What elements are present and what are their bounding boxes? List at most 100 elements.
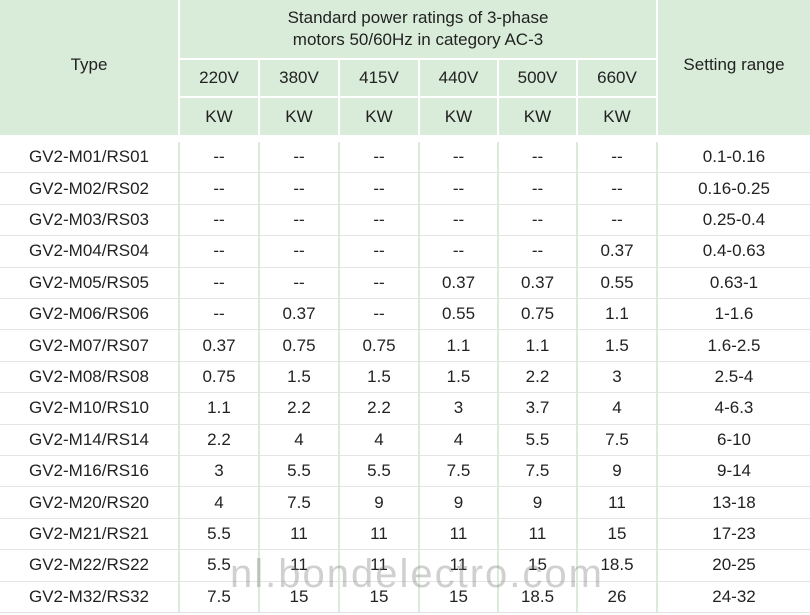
cell: 24-32 (658, 582, 810, 613)
cell: 2.2 (260, 393, 340, 425)
cell: 7.5 (578, 424, 658, 456)
cell: 4 (260, 424, 340, 456)
cell: -- (180, 236, 260, 268)
cell: 4 (340, 424, 420, 456)
cell: -- (260, 142, 340, 174)
cell: GV2-M01/RS01 (0, 142, 180, 174)
cell: 0.16-0.25 (658, 173, 810, 205)
cell: 5.5 (180, 550, 260, 582)
unit: KW (578, 98, 656, 135)
cell: 2.2 (499, 361, 578, 394)
cell: 7.5 (420, 456, 499, 488)
cell: 0.37 (499, 267, 578, 299)
cell: 18.5 (499, 581, 578, 613)
cell: 15 (499, 550, 578, 582)
cell: 20-25 (658, 550, 810, 582)
cell: GV2-M14/RS14 (0, 424, 180, 456)
cell: 11 (578, 487, 658, 519)
unit: KW (340, 98, 418, 135)
cell: 15 (420, 581, 499, 613)
cell: -- (180, 204, 260, 237)
setting-range-header: Setting range (658, 0, 810, 135)
cell: -- (340, 204, 420, 237)
cell: 0.75 (260, 330, 340, 362)
cell: 0.25-0.4 (658, 205, 810, 237)
cell: 11 (420, 518, 499, 551)
cell: GV2-M32/RS32 (0, 581, 180, 613)
cell: -- (260, 173, 340, 205)
cell: 0.37 (420, 267, 499, 299)
cell: GV2-M08/RS08 (0, 361, 180, 394)
ratings-title: Standard power ratings of 3-phase motors… (180, 0, 656, 58)
voltage: 660V (578, 60, 656, 96)
cell: -- (180, 142, 260, 174)
cell: 0.75 (499, 299, 578, 331)
cell: -- (340, 173, 420, 205)
cell: 2.5-4 (658, 362, 810, 394)
cell: 4 (180, 487, 260, 519)
cell: GV2-M16/RS16 (0, 456, 180, 488)
cell: 1.5 (420, 361, 499, 394)
cell: 3 (420, 393, 499, 425)
cell: 4 (578, 393, 658, 425)
unit: KW (420, 98, 497, 135)
cell: -- (578, 173, 658, 205)
cell: -- (260, 267, 340, 299)
cell: 1-1.6 (658, 299, 810, 331)
cell: 11 (340, 550, 420, 582)
cell: 4-6.3 (658, 393, 810, 425)
cell: 0.55 (578, 267, 658, 299)
cell: GV2-M10/RS10 (0, 393, 180, 425)
cell: -- (260, 204, 340, 237)
cell: -- (499, 142, 578, 174)
cell: 5.5 (260, 456, 340, 488)
cell: 9 (420, 487, 499, 519)
cell: -- (578, 204, 658, 237)
cell: -- (578, 142, 658, 174)
cell: 26 (578, 581, 658, 613)
cell: -- (340, 299, 420, 331)
cell: 15 (260, 581, 340, 613)
cell: -- (340, 236, 420, 268)
cell: 0.63-1 (658, 268, 810, 299)
cell: -- (260, 236, 340, 268)
cell: GV2-M04/RS04 (0, 236, 180, 268)
cell: -- (420, 236, 499, 268)
cell: -- (420, 173, 499, 205)
cell: 3 (578, 361, 658, 394)
cell: 13-18 (658, 487, 810, 519)
cell: -- (420, 142, 499, 174)
unit: KW (180, 98, 258, 135)
cell: 0.75 (180, 361, 260, 394)
cell: 1.5 (260, 361, 340, 394)
cell: 7.5 (499, 456, 578, 488)
cell: 0.37 (260, 299, 340, 331)
cell: 0.55 (420, 299, 499, 331)
cell: 1.6-2.5 (658, 330, 810, 362)
cell: 11 (260, 550, 340, 582)
cell: 4 (420, 424, 499, 456)
cell: -- (499, 236, 578, 268)
cell: -- (340, 142, 420, 174)
cell: 17-23 (658, 519, 810, 551)
cell: 1.1 (499, 330, 578, 362)
cell: GV2-M22/RS22 (0, 550, 180, 582)
cell: 5.5 (499, 424, 578, 456)
cell: 5.5 (180, 518, 260, 551)
cell: 1.1 (578, 299, 658, 331)
cell: -- (180, 173, 260, 205)
cell: 3 (180, 456, 260, 488)
cell: 0.1-0.16 (658, 142, 810, 174)
cell: 2.2 (340, 393, 420, 425)
cell: 9 (340, 487, 420, 519)
cell: GV2-M03/RS03 (0, 204, 180, 237)
voltage: 440V (420, 60, 497, 96)
cell: GV2-M20/RS20 (0, 487, 180, 519)
cell: GV2-M06/RS06 (0, 299, 180, 331)
cell: 1.5 (340, 361, 420, 394)
cell: 5.5 (340, 456, 420, 488)
cell: 0.37 (180, 330, 260, 362)
voltage: 415V (340, 60, 418, 96)
cell: 0.4-0.63 (658, 236, 810, 268)
